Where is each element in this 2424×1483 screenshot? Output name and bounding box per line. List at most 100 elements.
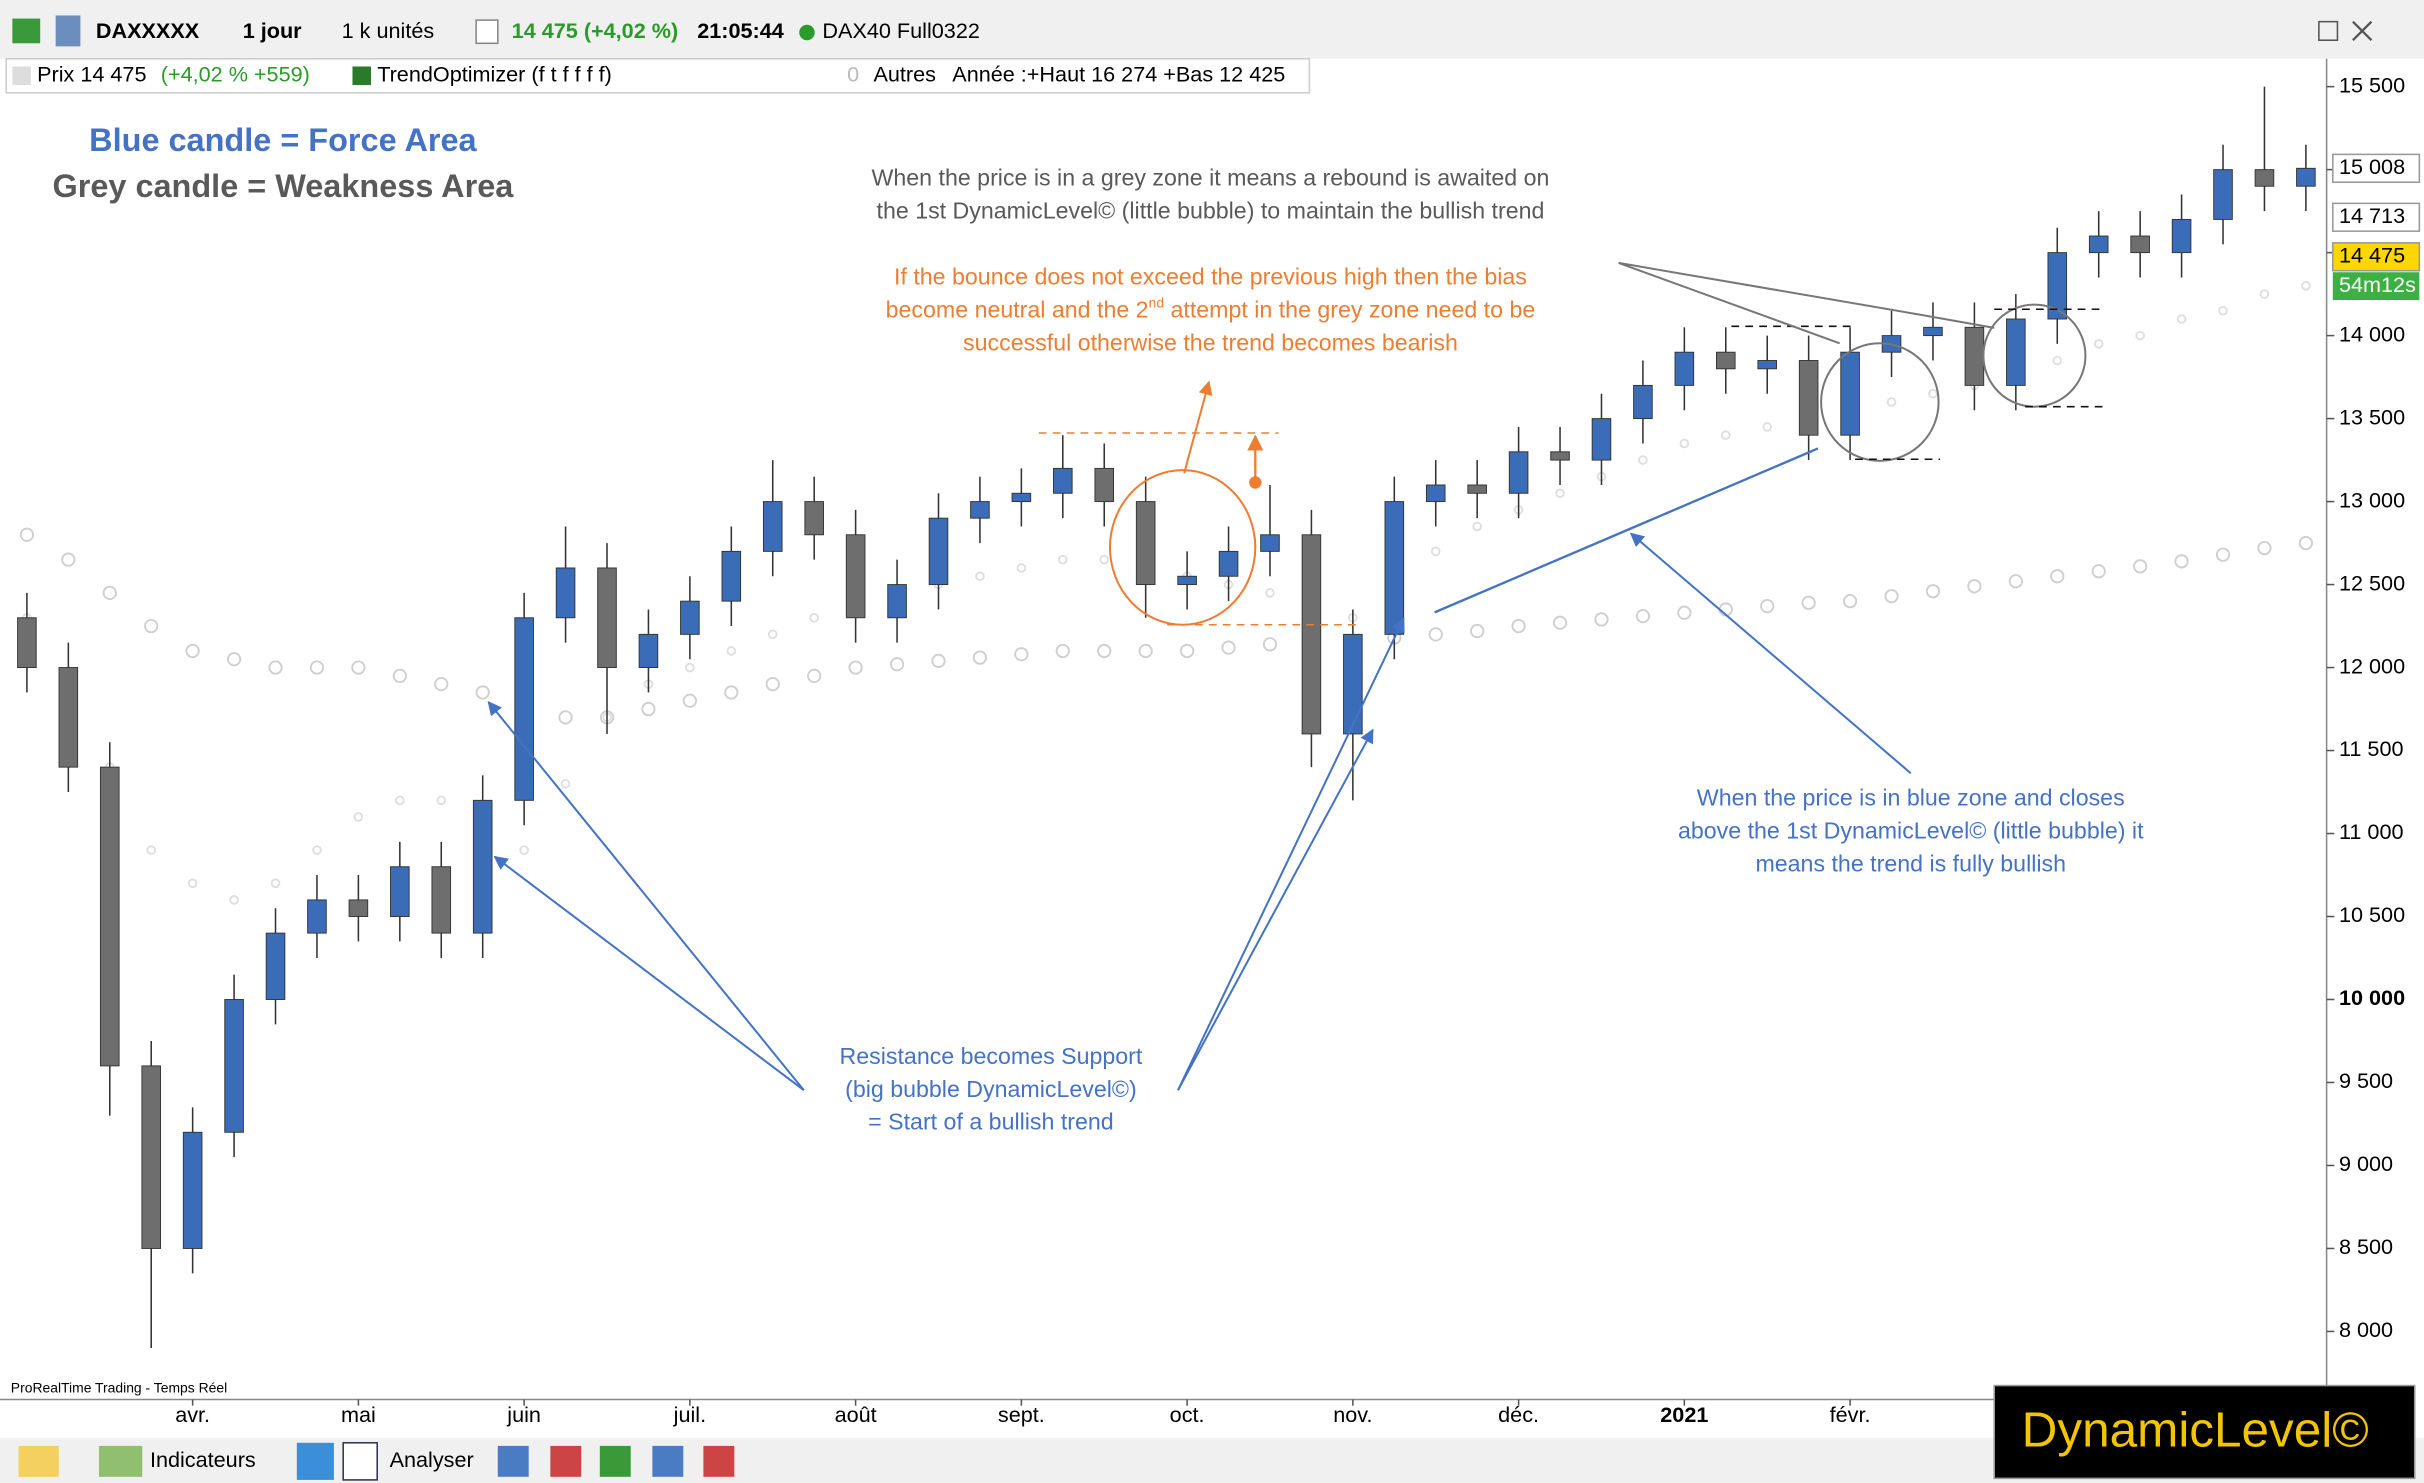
price-label: Prix 14 475 <box>37 61 146 86</box>
level-bubble <box>889 657 905 672</box>
legend-text: Grey candle = Weakness Area <box>52 168 514 204</box>
level-bubble <box>1635 608 1651 624</box>
x-tick-label: sept. <box>998 1402 1045 1427</box>
level-bubble <box>1472 521 1482 532</box>
level-bubble <box>1430 546 1441 557</box>
level-bubble <box>312 845 322 855</box>
level-bubble <box>187 878 198 889</box>
brand: DynamicLevel© <box>2022 1403 2369 1458</box>
level-bubble <box>2093 339 2104 349</box>
level-bubble <box>1552 615 1568 630</box>
annotation-line: successful otherwise the trend becomes b… <box>963 329 1458 355</box>
level-bubble <box>848 660 863 675</box>
level-bubble <box>1058 554 1068 565</box>
annotation-text: attempt in the grey zone need to be <box>1164 296 1535 322</box>
candle-body <box>2006 318 2026 386</box>
candle-body <box>887 584 907 619</box>
analyse-icon[interactable] <box>342 1442 378 1481</box>
candle-body <box>845 534 866 619</box>
y-tick-label: 10 000 <box>2339 985 2405 1010</box>
period[interactable]: 1 jour <box>243 18 302 43</box>
timer: 54m12s <box>2339 272 2416 297</box>
level-bubble <box>146 845 157 855</box>
level-bubble <box>2218 305 2228 316</box>
timer-badge <box>2332 272 2420 301</box>
indicator-value: 0 <box>847 61 859 86</box>
year-range: Année :+Haut 16 274 +Bas 12 425 <box>952 61 1285 86</box>
price-badge <box>2332 242 2421 272</box>
price-badge-label: 15 008 <box>2339 154 2405 179</box>
tool-icon[interactable] <box>652 1445 684 1477</box>
level-bubble <box>975 571 985 582</box>
chart-icon[interactable] <box>12 18 41 44</box>
candle-body <box>680 600 700 635</box>
x-tick-label: déc. <box>1498 1402 1539 1427</box>
level-bubble <box>351 660 366 675</box>
level-bubble <box>102 585 117 600</box>
level-bubble <box>392 668 407 683</box>
feed: DAX40 Full0322 <box>822 18 979 43</box>
source: ProRealTime Trading - Temps Réel <box>11 1379 227 1395</box>
tool-icon[interactable] <box>599 1445 631 1477</box>
level-bubble <box>1886 397 1897 407</box>
close[interactable] <box>2352 20 2373 42</box>
level-bubble <box>475 685 490 700</box>
level-bubble <box>809 612 819 623</box>
draw-icon[interactable] <box>18 1445 59 1477</box>
level-bubble <box>2174 554 2189 569</box>
annotation-text: become neutral and the 2 <box>886 296 1149 322</box>
candle-body <box>804 501 824 536</box>
candle-body <box>2047 252 2068 320</box>
candle-body <box>1840 351 1860 436</box>
candle-body <box>17 617 37 669</box>
candle-body <box>1674 351 1695 386</box>
candle-body <box>1135 501 1156 586</box>
y-tick-label: 10 500 <box>2339 902 2405 927</box>
candle-body <box>265 932 286 1000</box>
analyze-button[interactable]: Analyser <box>390 1447 474 1472</box>
candle-body <box>514 617 534 801</box>
symbol[interactable]: DAXXXXX <box>96 18 200 43</box>
tool-icon[interactable] <box>703 1445 735 1477</box>
info-icon[interactable] <box>475 19 499 45</box>
indicator-icon[interactable] <box>98 1445 143 1477</box>
level-bubble <box>226 652 242 667</box>
level-bubble <box>2133 559 2148 574</box>
level-bubble <box>931 653 946 669</box>
candle-body <box>762 501 783 552</box>
price-badge-label: 14 713 <box>2339 203 2405 228</box>
x-tick-label: nov. <box>1333 1402 1372 1427</box>
candle-body <box>472 799 493 934</box>
annotation-line: When the price is in blue zone and close… <box>1697 785 2125 811</box>
level-bubble <box>1594 612 1609 627</box>
level-bubble <box>1801 595 1816 610</box>
level-bubble <box>558 710 573 725</box>
candle-body <box>638 633 659 669</box>
candle-body <box>2088 235 2109 254</box>
tool-icon[interactable] <box>55 15 81 47</box>
tool-icon[interactable] <box>550 1445 582 1477</box>
maximize[interactable] <box>2318 20 2339 41</box>
candle-body <box>1053 467 1073 494</box>
x-tick-label: juin <box>506 1402 541 1427</box>
annotation-line: the 1st DynamicLevel© (little bubble) to… <box>877 197 1545 223</box>
level-bubble <box>2091 564 2106 579</box>
level-bubble <box>1511 618 1526 634</box>
level-bubble <box>1470 623 1485 639</box>
annotation-line: above the 1st DynamicLevel© (little bubb… <box>1678 818 2144 844</box>
level-bubble <box>1884 589 1899 604</box>
candle-body <box>2254 169 2275 187</box>
level-bubble <box>2176 314 2187 324</box>
level-bubble <box>436 795 447 806</box>
indicators-button[interactable]: Indicateurs <box>150 1447 256 1472</box>
quote: 14 475 (+4,02 %) <box>512 18 678 43</box>
level-bubble <box>1099 554 1110 565</box>
candle-body <box>390 866 410 917</box>
tool-icon[interactable] <box>497 1445 529 1477</box>
level-bubble <box>1925 584 1941 599</box>
candle-body <box>1715 351 1736 370</box>
units[interactable]: 1 k unités <box>342 18 435 43</box>
y-tick-label: 9 000 <box>2339 1151 2393 1176</box>
share-icon[interactable] <box>296 1442 334 1480</box>
